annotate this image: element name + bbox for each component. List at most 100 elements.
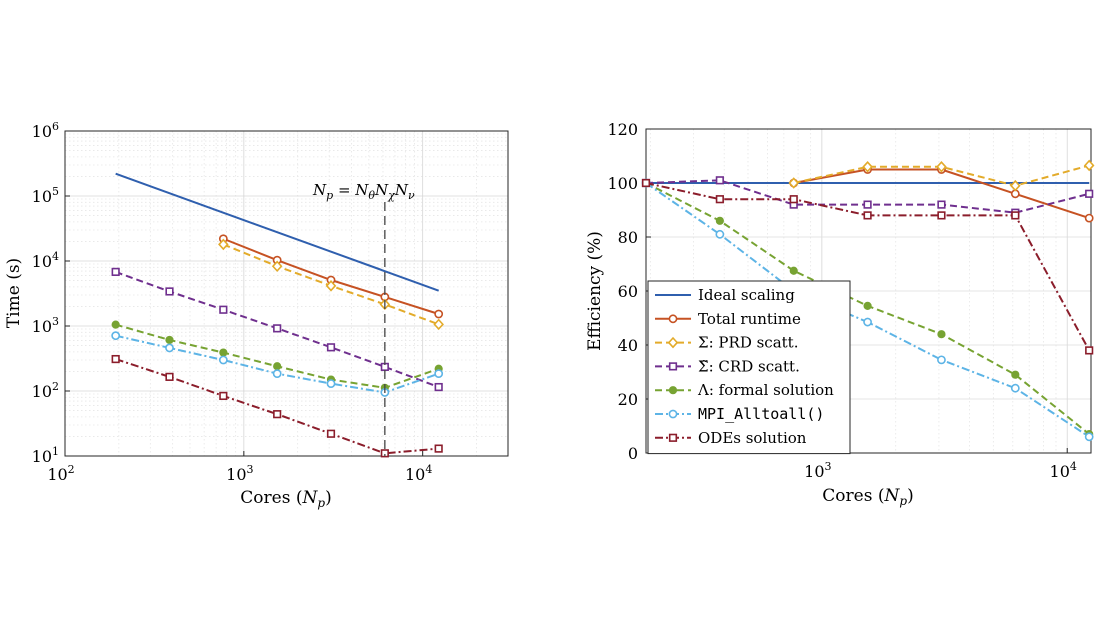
legend-marker xyxy=(668,433,678,442)
right-ytick-label: 40 xyxy=(618,336,638,355)
legend-label: Λ: formal solution xyxy=(697,381,834,399)
legend-label: Σ: PRD scatt. xyxy=(698,334,798,352)
left-point-ode xyxy=(111,354,120,364)
right-point-prd xyxy=(936,161,947,173)
left-point-lambda xyxy=(165,335,174,345)
legend-item-total: Total runtime xyxy=(655,310,801,328)
legend-item-ode: ODEs solution xyxy=(655,429,807,447)
right-point-ode xyxy=(937,211,946,220)
right-point-crd xyxy=(715,176,724,185)
left-point-ode xyxy=(219,391,228,401)
left-point-crd xyxy=(219,305,228,314)
left-series-ideal xyxy=(115,172,440,292)
left-point-prd xyxy=(218,238,229,251)
left-ylabel: Time (s) xyxy=(4,258,24,328)
right-point-ode xyxy=(789,195,798,204)
right-point-prd xyxy=(1083,159,1095,172)
right-point-ode xyxy=(863,211,872,220)
right-xtick-label: 103 xyxy=(804,460,831,481)
right-point-prd xyxy=(862,161,873,173)
left-point-mpi xyxy=(434,369,444,379)
legend-item-mpi: MPI_Alltoall() xyxy=(655,405,824,423)
left-line-lambda xyxy=(115,323,440,389)
right-series-ode xyxy=(641,178,1094,355)
legend-marker xyxy=(668,386,678,395)
left-series-total xyxy=(218,234,444,319)
left-point-crd xyxy=(165,287,174,296)
left-ytick-label: 105 xyxy=(32,185,59,206)
right-ytick-label: 80 xyxy=(618,228,638,247)
left-point-mpi xyxy=(272,369,282,379)
left-point-mpi xyxy=(111,331,121,341)
right-ytick-label: 0 xyxy=(628,444,638,463)
left-point-prd xyxy=(271,260,283,273)
left-point-crd xyxy=(111,267,120,276)
left-series-prd xyxy=(218,238,444,331)
left-point-ode xyxy=(380,449,389,458)
left-point-mpi xyxy=(326,379,336,388)
left-xtick-label: 104 xyxy=(405,463,432,484)
right-point-mpi xyxy=(1010,383,1020,393)
left-plot-frame xyxy=(64,130,509,457)
right-point-lambda xyxy=(1011,370,1020,379)
right-point-ode xyxy=(1011,211,1020,220)
left-point-crd xyxy=(273,324,282,333)
left-point-ode xyxy=(165,372,174,381)
left-point-prd xyxy=(325,280,337,292)
right-point-ode xyxy=(641,178,651,188)
legend: Ideal scaling Total runtime Σ: PRD scatt. Σ… xyxy=(647,280,851,455)
right-point-lambda xyxy=(863,301,872,310)
np-annotation: Np = NθNχNν xyxy=(312,181,415,456)
right-point-crd xyxy=(937,200,946,209)
left-point-total xyxy=(434,309,444,319)
right-ytick-label: 20 xyxy=(618,390,638,409)
legend-marker xyxy=(668,409,678,419)
legend-label: Σ̃: CRD scatt. xyxy=(698,357,800,375)
left-ytick-label: 104 xyxy=(32,250,59,271)
right-point-crd xyxy=(1085,189,1094,198)
legend-label: MPI_Alltoall() xyxy=(698,405,824,423)
left-point-ode xyxy=(326,429,336,438)
right-point-mpi xyxy=(937,355,946,365)
left-point-prd xyxy=(433,318,444,331)
right-ylabel: Efficiency (%) xyxy=(585,231,605,351)
left-xtick-label: 103 xyxy=(226,463,253,484)
legend-marker xyxy=(668,362,678,371)
left-ytick-label: 103 xyxy=(32,315,59,336)
right-point-total xyxy=(1084,213,1094,223)
right-ytick-label: 120 xyxy=(607,120,638,139)
legend-label: ODEs solution xyxy=(698,429,807,447)
right-point-mpi xyxy=(1084,432,1094,442)
legend-item-crd: Σ̃: CRD scatt. xyxy=(655,357,800,375)
left-point-ode xyxy=(434,444,443,453)
right-point-lambda xyxy=(937,330,946,339)
right-point-ode xyxy=(1085,346,1094,355)
right-point-lambda xyxy=(789,266,798,275)
left-series-ode xyxy=(111,354,443,458)
left-series-crd xyxy=(111,267,443,392)
legend-marker xyxy=(667,336,679,349)
left-point-ode xyxy=(273,410,282,419)
legend-label: Ideal scaling xyxy=(698,286,795,304)
left-grid xyxy=(64,130,509,457)
left-line-ideal xyxy=(115,172,440,292)
right-point-prd xyxy=(788,177,800,189)
right-xtick-label: 104 xyxy=(1050,460,1077,481)
right-series xyxy=(641,159,1095,442)
left-ytick-label: 102 xyxy=(32,380,59,401)
right-point-lambda xyxy=(715,216,724,225)
legend-item-lambda: Λ: formal solution xyxy=(655,381,834,399)
left-point-lambda xyxy=(111,320,120,329)
legend-item-ideal: Ideal scaling xyxy=(655,286,795,304)
right-point-mpi xyxy=(715,229,725,239)
left-xtick-label: 102 xyxy=(47,463,74,484)
right-point-prd xyxy=(1010,179,1021,192)
left-point-lambda xyxy=(219,348,228,357)
right-point-mpi xyxy=(863,317,872,327)
efficiency-chart: 103 104 0 20 40 60 80 100 120 Ideal scaling Total… xyxy=(585,120,1095,508)
right-ytick-label: 60 xyxy=(618,282,638,301)
right-point-ode xyxy=(715,195,724,204)
legend-item-prd: Σ: PRD scatt. xyxy=(655,334,798,352)
